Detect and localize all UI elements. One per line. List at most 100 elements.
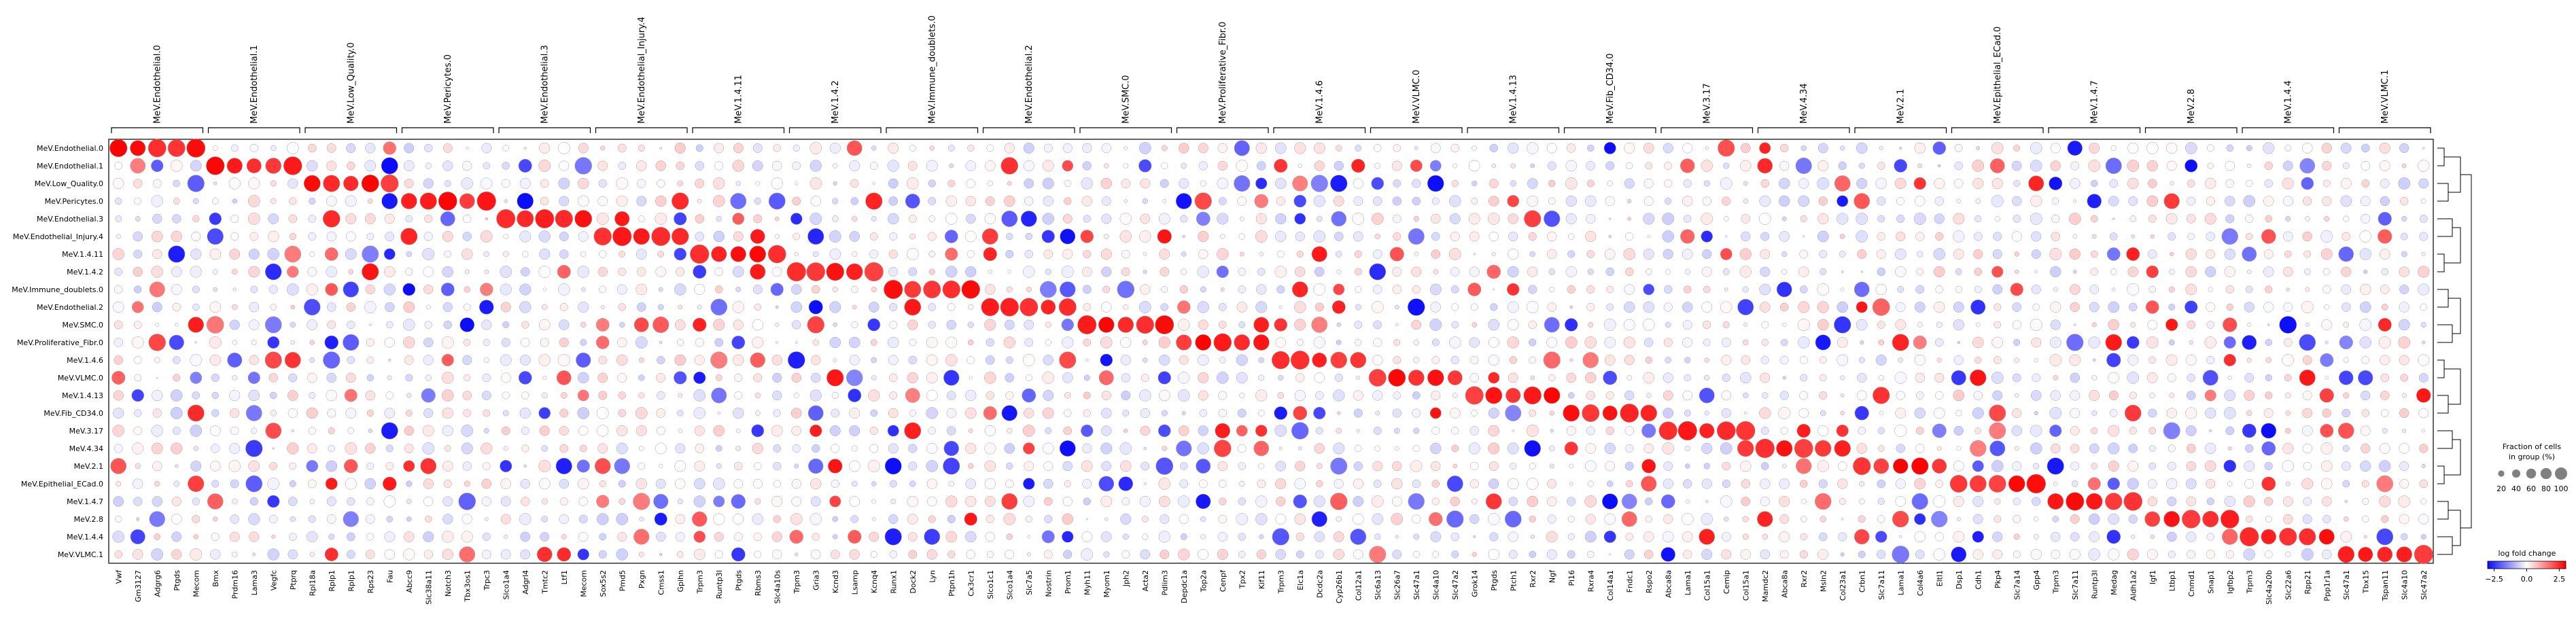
dot [1372,355,1383,366]
dot [1452,393,1458,398]
dot [365,514,375,524]
dot [345,213,357,224]
gene-label: Slc4a10s [773,570,782,604]
dot [947,550,956,558]
dot [2322,179,2331,188]
dot [1877,427,1885,434]
dot [2148,285,2156,294]
dot [1140,549,1151,560]
dot [1062,372,1073,383]
dot [659,340,663,344]
dot [884,457,902,475]
dot [1547,302,1557,312]
dot [633,493,650,510]
group-label: MeV.2.8 [2187,89,2197,124]
dot [868,389,880,402]
dot [366,497,375,505]
dot [1311,246,1327,262]
dot [986,144,994,152]
dot [968,304,974,310]
dot [232,551,238,558]
dot [209,336,222,349]
dot [1817,143,1828,154]
dot [481,391,491,400]
dot [1062,336,1074,349]
dot [1143,446,1147,450]
dot [1509,356,1517,364]
dot [2414,544,2433,565]
dot [713,425,725,437]
dot [1781,251,1788,258]
dot [909,338,916,347]
dot [984,284,996,295]
dot [1759,302,1771,313]
dot [231,268,238,275]
dot [444,445,451,452]
dot [675,514,686,525]
dot [307,372,317,383]
dot [248,389,260,402]
dot [1083,374,1090,381]
dot [2168,286,2175,293]
dot [810,160,822,172]
dot [1414,146,1418,150]
dot [597,513,609,525]
group-label: MeV.VLMC.1 [2380,70,2390,124]
dot [270,304,277,310]
dot [2106,247,2121,261]
dot [1546,531,1558,543]
dot [871,481,877,486]
dot [2070,426,2080,436]
gene-label: Trpm3 [1276,570,1285,594]
dot [773,480,781,488]
dot [888,213,899,225]
dot [1468,442,1480,455]
dot [1782,322,1787,327]
dot [1158,389,1170,402]
dot [1665,198,1672,205]
dot [1043,461,1054,472]
gene-label: Slc47a2 [1451,570,1460,600]
dot [1644,550,1654,559]
dot [655,478,666,489]
dot [1685,463,1690,469]
dot [2204,442,2216,455]
dot [2322,514,2331,524]
dot [1569,463,1574,469]
dot [945,495,958,508]
dot [2206,249,2216,259]
dot [1178,143,1189,154]
dot [2224,248,2235,260]
gene-label: Rpl18a [308,570,317,596]
dot [1373,338,1382,347]
group-bracket [2242,127,2335,133]
dot [1100,442,1113,455]
dot [1353,496,1364,507]
dot [2124,404,2142,422]
dot [2168,339,2175,346]
dot [384,408,396,419]
dot [1817,319,1829,331]
dot [287,390,298,401]
dot [831,408,840,418]
dot [1005,373,1014,383]
dot [1062,531,1074,543]
dot [1350,529,1367,545]
dot [1722,373,1730,383]
dot [1101,461,1112,472]
dot [715,374,723,381]
dot [1739,248,1752,260]
dot [2146,549,2158,560]
dot [2421,252,2426,256]
dot [2127,548,2139,561]
dot [786,262,806,282]
dot [638,357,644,363]
dot [965,160,977,171]
dot [1218,303,1227,311]
gene-label: Tpx2 [1238,570,1247,589]
dot [500,459,512,473]
dot [559,160,570,171]
dot [1569,358,1573,362]
dot [2109,232,2118,241]
dot [1625,480,1633,488]
